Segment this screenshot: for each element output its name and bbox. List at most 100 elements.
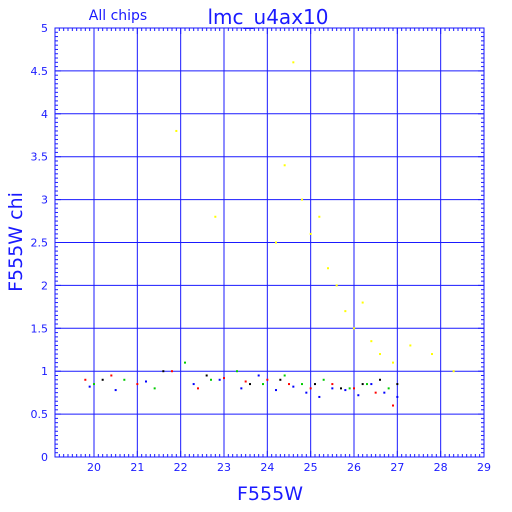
data-point-s4 <box>409 344 412 347</box>
data-point-s0 <box>305 391 308 394</box>
data-point-s2 <box>283 374 286 377</box>
data-point-s1 <box>223 377 225 380</box>
data-point-s3 <box>205 374 208 377</box>
data-point-s3 <box>361 383 364 386</box>
data-point-s1 <box>353 387 355 390</box>
data-point-s0 <box>257 374 260 377</box>
data-point-s0 <box>292 385 295 388</box>
y-tick-label: 2.5 <box>31 237 49 250</box>
data-point-s4 <box>344 310 347 313</box>
data-point-s0 <box>318 395 321 398</box>
data-point-s2 <box>322 378 325 381</box>
data-point-s0 <box>344 389 347 392</box>
data-point-s4 <box>175 129 178 132</box>
axis-ticks <box>54 27 485 458</box>
y-tick-label: 1 <box>41 365 48 378</box>
data-point-s2 <box>153 387 156 390</box>
data-point-s1 <box>266 378 269 381</box>
x-tick-label: 26 <box>347 461 361 474</box>
data-point-s4 <box>275 241 277 244</box>
x-tick-label: 25 <box>304 461 318 474</box>
data-point-s4 <box>318 215 321 218</box>
data-point-s1 <box>331 383 334 386</box>
y-tick-labels: 0 0.5 1 1.5 2 2.5 3 3.5 4 4.5 5 <box>31 22 49 464</box>
x-axis-label: F555W <box>237 483 303 505</box>
x-tick-labels: 20 21 22 23 24 25 26 27 28 29 <box>87 461 491 474</box>
data-point-s0 <box>275 389 277 392</box>
x-tick-label: 20 <box>87 461 101 474</box>
data-point-s2 <box>366 383 368 386</box>
y-tick-label: 4 <box>41 108 48 121</box>
data-point-s4 <box>283 164 286 167</box>
data-point-s2 <box>210 378 212 381</box>
data-point-s0 <box>88 385 91 388</box>
x-tick-label: 27 <box>390 461 404 474</box>
data-point-s2 <box>93 383 95 386</box>
data-point-s4 <box>301 198 303 201</box>
y-tick-label: 1.5 <box>31 322 49 335</box>
x-tick-label: 23 <box>217 461 231 474</box>
data-point-s0 <box>357 394 360 397</box>
data-point-s3 <box>314 383 316 386</box>
data-point-s2 <box>236 370 238 373</box>
data-point-s3 <box>279 378 282 381</box>
x-tick-label: 21 <box>130 461 144 474</box>
data-point-s0 <box>114 389 117 392</box>
data-point-s1 <box>309 387 312 390</box>
data-point-s2 <box>262 383 264 386</box>
data-point-s2 <box>123 378 126 381</box>
data-point-s0 <box>383 391 386 394</box>
data-point-s4 <box>392 361 394 364</box>
data-point-s0 <box>192 383 195 386</box>
y-tick-label: 3.5 <box>31 151 49 164</box>
data-point-s0 <box>396 395 399 398</box>
data-point-s1 <box>171 370 173 373</box>
data-point-s3 <box>396 383 399 386</box>
y-tick-label: 0.5 <box>31 408 49 421</box>
chart-title: lmc_u4ax10 <box>208 5 329 29</box>
data-point-s1 <box>244 380 247 383</box>
data-point-s0 <box>218 378 221 381</box>
chart-subtitle: All chips <box>89 8 147 24</box>
x-tick-label: 28 <box>434 461 448 474</box>
y-tick-label: 0 <box>41 451 48 464</box>
data-point-s3 <box>249 383 251 386</box>
data-point-s3 <box>340 387 342 390</box>
data-point-s1 <box>374 391 377 394</box>
data-point-s4 <box>361 301 364 304</box>
data-point-s1 <box>136 383 139 386</box>
data-point-s2 <box>184 361 186 364</box>
data-point-s0 <box>145 380 147 383</box>
data-point-s0 <box>240 387 243 390</box>
data-point-s4 <box>379 353 381 356</box>
data-point-s4 <box>214 215 217 218</box>
y-tick-label: 2 <box>41 279 48 292</box>
data-points <box>84 61 455 407</box>
data-point-s3 <box>101 378 104 381</box>
data-point-s3 <box>379 378 381 381</box>
x-tick-label: 24 <box>260 461 274 474</box>
data-point-s4 <box>431 353 433 356</box>
data-point-s4 <box>353 327 355 330</box>
y-tick-label: 5 <box>41 22 48 35</box>
data-point-s4 <box>452 370 455 373</box>
y-axis-label: F555W chi <box>5 192 27 292</box>
data-point-s3 <box>162 370 165 373</box>
data-point-s4 <box>309 232 312 235</box>
y-tick-label: 4.5 <box>31 65 49 78</box>
grid-lines <box>55 27 485 458</box>
data-point-s1 <box>288 383 290 386</box>
data-point-s4 <box>335 284 338 287</box>
data-point-s0 <box>331 387 334 390</box>
data-point-s4 <box>327 267 329 270</box>
y-tick-label: 3 <box>41 194 48 207</box>
data-point-s2 <box>348 387 351 390</box>
data-point-s4 <box>370 340 373 343</box>
x-tick-label: 29 <box>477 461 491 474</box>
data-point-s1 <box>84 378 87 381</box>
data-point-s1 <box>110 374 113 377</box>
data-point-s2 <box>301 383 303 386</box>
data-point-s1 <box>392 404 394 407</box>
x-tick-label: 22 <box>174 461 188 474</box>
